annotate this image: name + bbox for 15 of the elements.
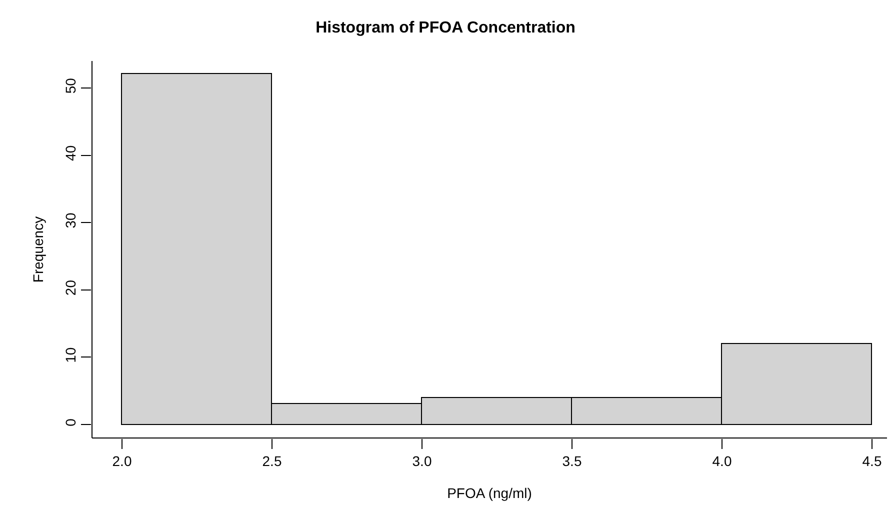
chart-title: Histogram of PFOA Concentration: [316, 19, 576, 36]
x-axis-title: PFOA (ng/ml): [447, 485, 532, 502]
x-tick-label: 3.5: [562, 452, 582, 469]
y-tick-label: 20: [62, 280, 78, 296]
y-tick-label: 50: [62, 78, 78, 94]
x-tick-label: 3.0: [412, 452, 432, 469]
y-tick-label: 40: [62, 145, 78, 161]
x-tick-label: 4.0: [712, 452, 732, 469]
x-tick-label: 4.5: [862, 452, 882, 469]
x-tick-label: 2.5: [262, 452, 282, 469]
y-tick-label: 30: [62, 212, 78, 228]
x-tick-label: 2.0: [112, 452, 132, 469]
y-tick-label: 10: [62, 347, 78, 363]
y-tick-label: 0: [62, 418, 78, 426]
y-axis-title: Frequency: [30, 216, 46, 283]
